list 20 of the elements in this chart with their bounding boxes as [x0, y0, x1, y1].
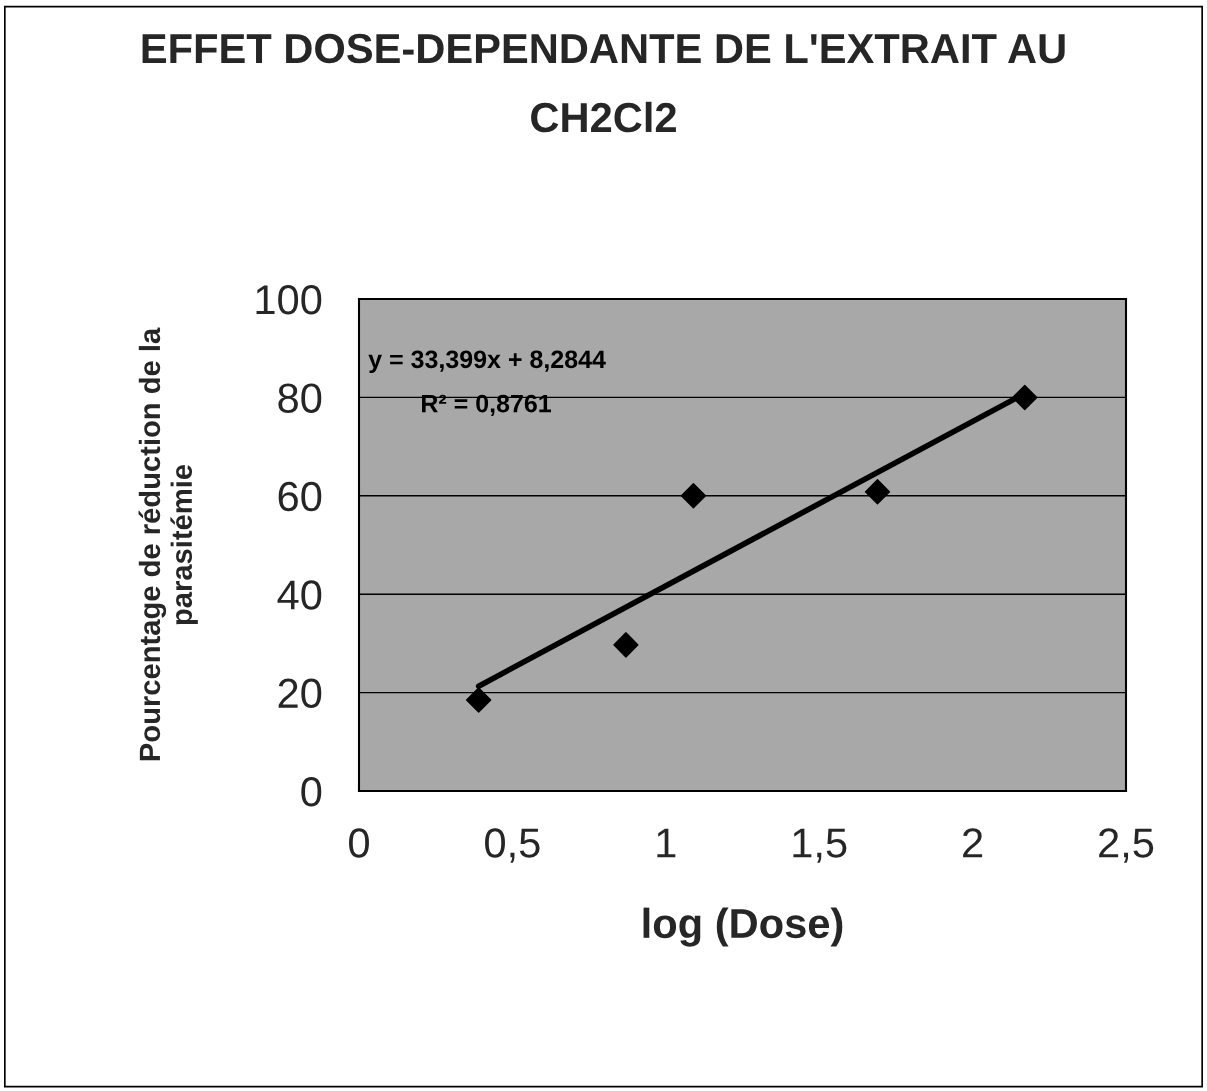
- y-tick-label: 100: [256, 285, 322, 315]
- y-tick-label: 60: [278, 481, 322, 512]
- x-tick-label: 2,5: [1099, 828, 1154, 863]
- y-tick-label: 20: [278, 678, 322, 709]
- point: [864, 479, 891, 505]
- x-tick-label: 2: [963, 828, 983, 858]
- x-tick-label: 0: [349, 828, 369, 858]
- x-tick-label: 1: [657, 828, 676, 858]
- chart-title: EFFET DOSE-DEPENDANTE DE L'EXTRAIT AU CH2Cl2: [142, 33, 1065, 133]
- x-axis-title: log (Dose): [643, 907, 843, 947]
- y-tick-label: 40: [277, 580, 322, 610]
- y-tick-label: 80: [278, 383, 322, 413]
- annotation: y = 33,399x + 8,2844: [368, 350, 606, 374]
- x-tick-label: 0,5: [485, 828, 540, 863]
- point: [613, 632, 639, 658]
- y-axis-title: Pourcentage de réduction de la parasitémie: [138, 327, 198, 761]
- point: [465, 687, 492, 713]
- point: [680, 483, 707, 509]
- x-tick-label: 1,5: [793, 828, 847, 863]
- y-tick-label: 0: [301, 777, 322, 807]
